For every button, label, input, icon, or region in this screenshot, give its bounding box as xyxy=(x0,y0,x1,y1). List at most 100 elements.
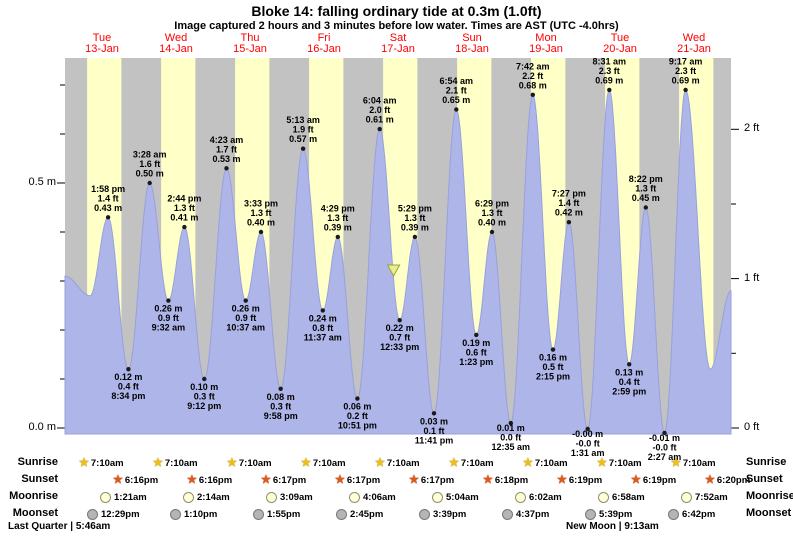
tide-event-label: -0.00 m -0.0 ft 1:31 am xyxy=(571,429,605,458)
tide-event-label: 0.13 m 0.4 ft 2:59 pm xyxy=(612,367,646,396)
tide-event-label: 8:22 pm 1.3 ft 0.45 m xyxy=(629,174,663,203)
moonrise-entry: 7:52am xyxy=(681,491,728,504)
tide-event-dot xyxy=(397,318,402,323)
sunrise-time: 7:10am xyxy=(386,458,420,469)
sunset-entry: ★ 6:19pm xyxy=(557,474,602,487)
day-weekday: Sun xyxy=(462,32,482,44)
tide-event-dots xyxy=(105,87,688,436)
tide-event-dot xyxy=(454,107,459,112)
moonrise-time: 6:02am xyxy=(529,492,562,503)
moonset-entry: 3:39pm xyxy=(419,508,466,521)
astro-row-label-moonset: Moonset xyxy=(12,507,58,519)
sunrise-icon: ★ xyxy=(449,457,459,469)
tide-event-dot xyxy=(566,220,572,225)
sunset-time: 6:16pm xyxy=(198,475,233,486)
day-date: 17-Jan xyxy=(381,43,415,55)
sunset-icon: ★ xyxy=(557,474,567,486)
day-weekday: Wed xyxy=(682,32,706,44)
day-label: Tue 20-Jan xyxy=(583,33,657,55)
moonset-time: 1:55pm xyxy=(267,509,301,520)
moonrise-entry: 6:58am xyxy=(598,491,645,504)
day-date: 13-Jan xyxy=(85,43,119,55)
tide-event-label: 0.01 m 0.0 ft 12:35 am xyxy=(492,423,531,452)
sunset-icon: ★ xyxy=(705,474,715,486)
sunset-icon: ★ xyxy=(483,474,493,486)
sunrise-time: 7:10am xyxy=(608,458,642,469)
sunset-time: 6:16pm xyxy=(124,475,159,486)
sunset-entry: ★ 6:17pm xyxy=(409,474,454,487)
moonset-entry: 1:55pm xyxy=(253,508,300,521)
y-axis-label-ft: 1 ft xyxy=(744,271,760,284)
day-label: Sun 18-Jan xyxy=(435,33,509,55)
tide-event-dot xyxy=(431,411,437,416)
day-date: 16-Jan xyxy=(307,43,341,55)
moonrise-entry: 6:02am xyxy=(515,491,562,504)
moonrise-time: 2:14am xyxy=(197,492,230,503)
sunset-icon: ★ xyxy=(409,474,419,486)
moonset-time: 1:10pm xyxy=(184,509,218,520)
moonrise-entry: 4:06am xyxy=(349,491,396,504)
tide-event-labels: 1:58 pm 1.4 ft 0.43 m 0.12 m 0.4 ft 8:34 pm 3:… xyxy=(91,56,702,462)
tide-event-label: 3:33 pm 1.3 ft 0.40 m xyxy=(244,199,278,228)
sunrise-entry: ★ 7:10am xyxy=(301,457,346,470)
moonset-icon xyxy=(170,509,181,520)
y-axis-label-m: 0.5 m xyxy=(28,176,56,188)
moonset-time: 5:39pm xyxy=(599,509,633,520)
sunrise-icon: ★ xyxy=(301,457,311,469)
sunrise-entry: ★ 7:10am xyxy=(227,457,272,470)
day-weekday: Tue xyxy=(92,32,112,44)
moonrise-icon xyxy=(183,492,194,503)
moonset-icon xyxy=(668,509,679,520)
moonrise-icon xyxy=(681,492,692,503)
tide-event-dot xyxy=(335,234,340,240)
moonrise-entry: 2:14am xyxy=(183,491,230,504)
tide-event-dot xyxy=(105,215,111,220)
moonset-time: 4:37pm xyxy=(516,509,550,520)
moonset-entry: 4:37pm xyxy=(502,508,549,521)
sunset-entry: ★ 6:17pm xyxy=(335,474,380,487)
tide-event-label: 5:29 pm 1.3 ft 0.39 m xyxy=(398,203,432,232)
moonset-time: 2:45pm xyxy=(350,509,384,520)
tide-event-dot xyxy=(474,332,479,338)
tide-event-label: 6:29 pm 1.3 ft 0.40 m xyxy=(475,199,509,228)
tide-event-label: 2:44 pm 1.3 ft 0.41 m xyxy=(167,194,201,223)
sunset-time: 6:17pm xyxy=(272,475,307,486)
tide-event-label: 4:29 pm 1.3 ft 0.39 m xyxy=(321,203,355,232)
tide-event-label: 3:28 am 1.6 ft 0.50 m xyxy=(133,150,167,179)
tide-event-label: 0.03 m 0.1 ft 11:41 pm xyxy=(415,416,454,445)
tide-event-label: 6:54 am 2.1 ft 0.65 m xyxy=(440,76,474,105)
tide-event-label: 6:04 am 2.0 ft 0.61 m xyxy=(363,96,397,125)
tide-event-label: -0.01 m -0.0 ft 2:27 am xyxy=(648,433,682,462)
day-label: Sat 17-Jan xyxy=(361,33,435,55)
astro-row-label-sunrise: Sunrise xyxy=(746,456,787,468)
sunset-icon: ★ xyxy=(631,474,641,486)
day-weekday: Mon xyxy=(535,32,557,44)
moonset-icon xyxy=(336,509,347,520)
astro-row-label-sunset: Sunset xyxy=(21,473,58,485)
tide-event-dot xyxy=(662,430,667,436)
moonrise-time: 6:58am xyxy=(612,492,645,503)
sunrise-icon: ★ xyxy=(375,457,385,469)
day-weekday: Thu xyxy=(240,32,260,44)
sunset-entry: ★ 6:16pm xyxy=(187,474,232,487)
tide-event-dot xyxy=(320,308,325,313)
astro-row-label-moonrise: Moonrise xyxy=(746,490,793,502)
tide-event-label: 0.10 m 0.3 ft 9:12 pm xyxy=(187,382,221,411)
sunrise-entry: ★ 7:10am xyxy=(449,457,494,470)
tide-event-label: 5:13 am 1.9 ft 0.57 m xyxy=(286,115,320,144)
sunset-entry: ★ 6:19pm xyxy=(631,474,676,487)
tide-event-dot xyxy=(643,205,648,210)
moonset-entry: 5:39pm xyxy=(585,508,632,521)
moonset-entry: 1:10pm xyxy=(170,508,217,521)
page-title: Bloke 14: falling ordinary tide at 0.3m … xyxy=(251,3,542,19)
tide-event-dot xyxy=(489,229,495,235)
tide-event-dot xyxy=(585,426,590,432)
sunrise-time: 7:10am xyxy=(90,458,124,469)
tide-event-label: 0.22 m 0.7 ft 12:33 pm xyxy=(380,323,419,352)
day-weekday: Sat xyxy=(389,32,407,44)
moonrise-icon xyxy=(432,492,443,503)
moonrise-time: 7:52am xyxy=(695,492,728,503)
tide-event-dot xyxy=(243,298,248,303)
sunrise-time: 7:10am xyxy=(238,458,272,469)
day-date: 14-Jan xyxy=(159,43,193,55)
